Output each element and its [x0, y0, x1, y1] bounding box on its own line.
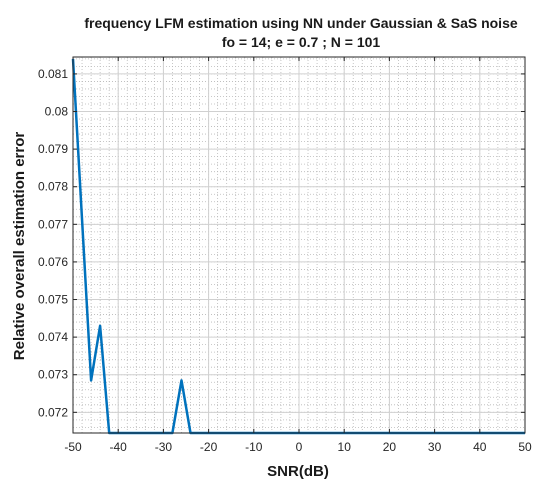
y-axis-ticks: 0.072 0.073 0.074 0.075 0.076 0.077 0.078 0.079…	[38, 67, 525, 419]
y-tick-label: 0.075	[38, 293, 68, 307]
x-tick-label: 0	[296, 440, 303, 454]
y-tick-label: 0.081	[38, 67, 68, 81]
x-tick-label: 10	[338, 440, 352, 454]
x-tick-label: -50	[64, 440, 82, 454]
x-tick-label: 20	[383, 440, 397, 454]
chart-title: frequency LFM estimation using NN under …	[84, 15, 518, 31]
y-tick-label: 0.073	[38, 368, 68, 382]
x-tick-label: 30	[428, 440, 442, 454]
x-tick-label: -20	[200, 440, 218, 454]
x-axis-label: SNR(dB)	[267, 463, 329, 480]
y-tick-label: 0.076	[38, 255, 68, 269]
x-tick-label: 50	[518, 440, 532, 454]
y-tick-label: 0.077	[38, 217, 68, 231]
x-tick-label: -10	[245, 440, 263, 454]
chart-subtitle: fo = 14; e = 0.7 ; N = 101	[222, 34, 381, 50]
major-grid	[72, 57, 526, 433]
y-axis-label: Relative overall estimation error	[11, 132, 28, 361]
x-tick-label: -30	[155, 440, 173, 454]
x-axis-ticks: -50 -40 -30 -20 -10 0 10 20 30 40 50	[64, 57, 532, 454]
y-tick-label: 0.078	[38, 180, 68, 194]
y-tick-label: 0.074	[38, 330, 68, 344]
y-tick-label: 0.079	[38, 142, 68, 156]
x-tick-label: -40	[110, 440, 128, 454]
x-tick-label: 40	[473, 440, 487, 454]
y-tick-label: 0.08	[45, 105, 69, 119]
y-tick-label: 0.072	[38, 405, 68, 419]
